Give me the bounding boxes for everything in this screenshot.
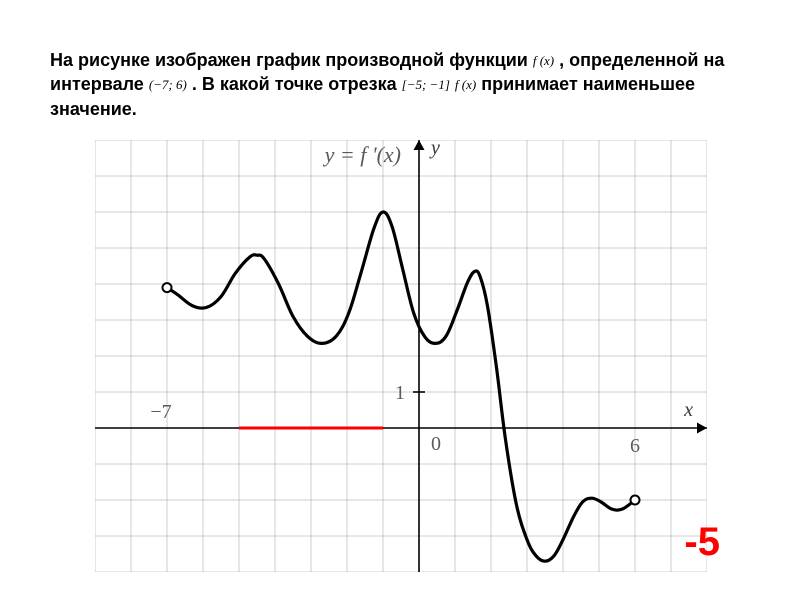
fx-symbol-1: f (x) [533,53,554,68]
segment-symbol: [−5; −1] [402,77,450,92]
svg-text:6: 6 [630,435,640,457]
interval-symbol: (−7; 6) [149,77,187,92]
problem-text-1: На рисунке изображен график производной … [50,50,533,70]
answer-value: -5 [684,520,720,565]
svg-text:0: 0 [431,433,441,455]
page-root: На рисунке изображен график производной … [0,0,800,600]
svg-text:−7: −7 [150,401,171,423]
problem-statement: На рисунке изображен график производной … [50,48,750,121]
problem-text-3: . В какой точке отрезка [192,74,402,94]
chart-container: 1 0 −7 6 x y y = f '(x) [95,140,705,570]
fx-symbol-2: f (x) [455,77,476,92]
svg-text:x: x [683,399,693,421]
svg-text:1: 1 [395,382,405,404]
svg-text:y = f '(x): y = f '(x) [323,142,401,167]
derivative-chart: 1 0 −7 6 x y y = f '(x) [95,140,707,572]
svg-text:y: y [429,140,440,159]
